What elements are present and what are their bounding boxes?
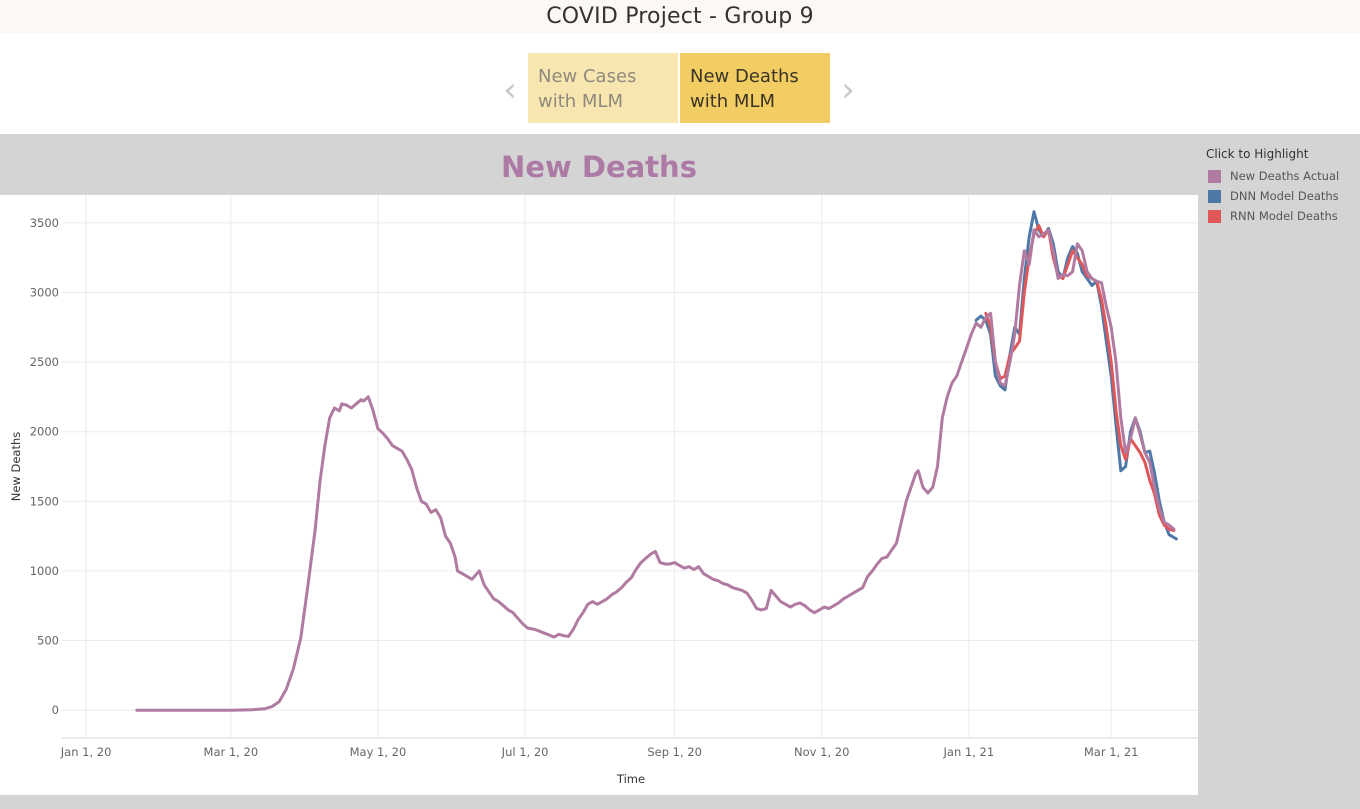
y-tick-label: 2500 bbox=[30, 355, 59, 369]
x-tick-label: Jan 1, 21 bbox=[943, 745, 995, 759]
series-line-rnn-model-deaths[interactable] bbox=[984, 224, 1176, 532]
legend-item-dnn-model-deaths[interactable]: DNN Model Deaths bbox=[1206, 186, 1356, 206]
y-tick-label: 3000 bbox=[30, 285, 59, 299]
line-chart[interactable]: 0 500 1000 1500 2000 2500 3000 3500 Jan 1, 20 Mar… bbox=[0, 195, 1198, 795]
series-line-new-deaths-actual[interactable] bbox=[135, 228, 1176, 712]
legend-item-new-deaths-actual[interactable]: New Deaths Actual bbox=[1206, 166, 1356, 186]
y-tick-label: 1000 bbox=[30, 564, 59, 578]
story-tab-label-line1: New Deaths bbox=[690, 66, 799, 87]
x-tick-label: Jul 1, 20 bbox=[501, 745, 549, 759]
story-tab-label-line2: with MLM bbox=[690, 91, 775, 112]
story-next-arrow[interactable]: › bbox=[841, 70, 855, 110]
story-tab-label-line1: New Cases bbox=[538, 66, 637, 87]
y-tick-label: 1500 bbox=[30, 494, 59, 508]
legend-swatch bbox=[1208, 209, 1221, 223]
story-prev-arrow[interactable]: ‹ bbox=[503, 70, 517, 110]
y-tick-label: 500 bbox=[37, 634, 59, 648]
story-tab-new-cases[interactable]: New Cases with MLM bbox=[528, 53, 678, 123]
legend-item-rnn-model-deaths[interactable]: RNN Model Deaths bbox=[1206, 206, 1356, 226]
y-tick-label: 3500 bbox=[30, 216, 59, 230]
x-tick-label: Jan 1, 20 bbox=[60, 745, 112, 759]
app-title: COVID Project - Group 9 bbox=[546, 4, 814, 29]
x-tick-label: Nov 1, 20 bbox=[794, 745, 849, 759]
story-tab-label-line2: with MLM bbox=[538, 91, 623, 112]
plot-area[interactable]: 0 500 1000 1500 2000 2500 3000 3500 Jan 1, 20 Mar… bbox=[0, 195, 1198, 795]
legend: Click to Highlight New Deaths Actual DNN… bbox=[1206, 147, 1356, 226]
x-tick-label: Mar 1, 20 bbox=[204, 745, 259, 759]
x-axis-title: Time bbox=[616, 772, 645, 786]
legend-label: RNN Model Deaths bbox=[1230, 209, 1338, 223]
x-tick-label: Mar 1, 21 bbox=[1084, 745, 1139, 759]
y-axis-title: New Deaths bbox=[9, 432, 23, 502]
legend-swatch bbox=[1208, 189, 1221, 203]
x-tick-label: Sep 1, 20 bbox=[647, 745, 702, 759]
legend-title: Click to Highlight bbox=[1206, 147, 1309, 161]
y-tick-label: 0 bbox=[52, 703, 59, 717]
app-header: COVID Project - Group 9 bbox=[0, 0, 1360, 33]
legend-swatch bbox=[1208, 169, 1221, 183]
legend-label: New Deaths Actual bbox=[1230, 169, 1340, 183]
legend-label: DNN Model Deaths bbox=[1230, 189, 1339, 203]
chart-title: New Deaths bbox=[501, 150, 697, 184]
y-tick-label: 2000 bbox=[30, 425, 59, 439]
x-tick-label: May 1, 20 bbox=[350, 745, 407, 759]
story-tab-new-deaths[interactable]: New Deaths with MLM bbox=[680, 53, 830, 123]
